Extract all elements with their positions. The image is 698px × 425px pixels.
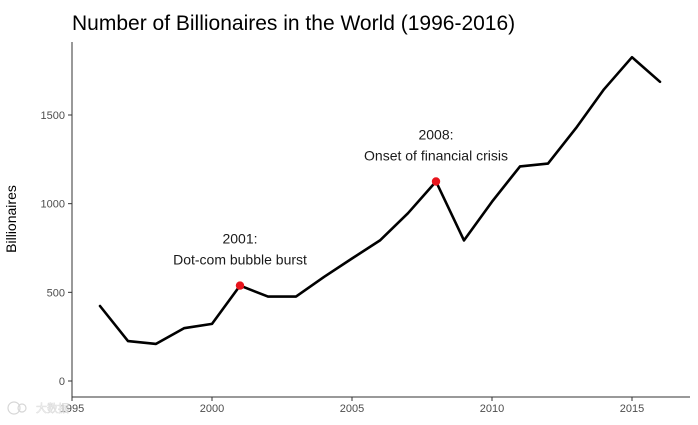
y-tick-label: 500 xyxy=(47,287,65,299)
y-axis-label: Billionaires xyxy=(3,185,19,253)
x-tick-label: 2000 xyxy=(200,403,224,415)
highlight-point-2001 xyxy=(235,281,245,290)
chart-title: Number of Billionaires in the World (199… xyxy=(72,12,515,35)
x-tick-label: 2015 xyxy=(620,403,644,415)
billionaires-line xyxy=(98,55,662,346)
y-axis-ticks: 0 500 1000 1500 xyxy=(41,110,72,388)
highlight-points xyxy=(235,177,441,290)
x-tick-label: 2005 xyxy=(340,403,364,415)
watermark-logo: 大数据 xyxy=(7,401,69,415)
x-tick-label: 2010 xyxy=(480,403,504,415)
annotation-2001-year: 2001: xyxy=(222,231,257,247)
annotation-2008-event: Onset of financial crisis xyxy=(364,148,508,164)
y-tick-label: 1000 xyxy=(41,199,65,211)
highlight-point-2008 xyxy=(431,177,441,186)
y-tick-label: 1500 xyxy=(41,110,65,122)
annotation-2008-year: 2008: xyxy=(418,127,453,143)
watermark-text: 大数据 xyxy=(36,401,69,415)
annotation-2001-event: Dot-com bubble burst xyxy=(173,252,307,268)
annotations: 2001: Dot-com bubble burst 2008: Onset of f… xyxy=(173,127,508,268)
x-axis-ticks: 1995 2000 2005 2010 2015 xyxy=(60,397,644,415)
x-tick-label: 1995 xyxy=(60,403,84,415)
y-tick-label: 0 xyxy=(59,376,65,388)
